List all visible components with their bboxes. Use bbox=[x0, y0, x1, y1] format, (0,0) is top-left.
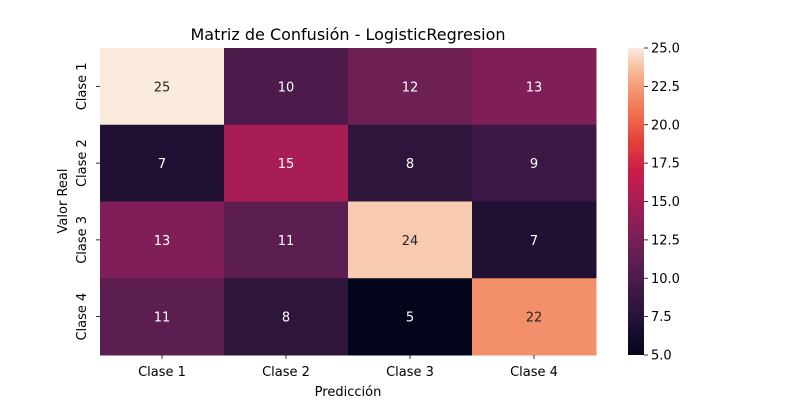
heatmap-cell bbox=[100, 278, 225, 356]
heatmap-cells bbox=[100, 48, 597, 356]
heatmap-cell bbox=[348, 48, 473, 126]
heatmap-cell bbox=[100, 124, 225, 202]
heatmap-cell bbox=[100, 201, 225, 279]
heatmap-cell-label: 24 bbox=[402, 234, 419, 249]
heatmap-cell bbox=[472, 278, 597, 356]
heatmap-cell-label: 7 bbox=[158, 157, 166, 172]
y-tick-label: Clase 1 bbox=[75, 62, 90, 110]
heatmap-cell-label: 15 bbox=[278, 157, 295, 172]
colorbar-tick-label: 25.0 bbox=[651, 42, 680, 57]
heatmap-cell bbox=[224, 124, 349, 202]
x-tick-label: Clase 2 bbox=[262, 365, 310, 380]
y-tick-label: Clase 2 bbox=[75, 139, 90, 187]
heatmap-cell bbox=[348, 124, 473, 202]
colorbar-tick-label: 22.5 bbox=[651, 80, 680, 95]
y-tick-label: Clase 4 bbox=[75, 293, 90, 341]
heatmap-cell bbox=[472, 124, 597, 202]
y-axis-label: Valor Real bbox=[56, 169, 71, 234]
heatmap-cell-label: 8 bbox=[282, 311, 290, 326]
colorbar-ticks: 5.0 7.5 10.0 12.5 15.0 17.5 20.0 22.5 25.0 bbox=[644, 42, 680, 364]
heatmap-cell bbox=[472, 201, 597, 279]
heatmap-cell-label: 11 bbox=[154, 311, 171, 326]
heatmap-cell-label: 22 bbox=[526, 311, 543, 326]
heatmap-cell-labels: 25 10 12 13 7 15 8 9 13 11 24 7 11 8 5 22 bbox=[154, 80, 543, 325]
x-tick-label: Clase 1 bbox=[138, 365, 186, 380]
heatmap-cell bbox=[472, 48, 597, 126]
x-axis: Clase 1 Clase 2 Clase 3 Clase 4 bbox=[138, 355, 558, 380]
heatmap-cell-label: 10 bbox=[278, 80, 295, 95]
colorbar-tick-label: 15.0 bbox=[651, 195, 680, 210]
chart-title: Matriz de Confusión - LogisticRegresion bbox=[190, 25, 505, 44]
colorbar-tick-label: 5.0 bbox=[651, 349, 672, 364]
x-axis-label: Predicción bbox=[315, 385, 382, 400]
colorbar bbox=[628, 48, 644, 355]
heatmap-cell-label: 8 bbox=[406, 157, 414, 172]
heatmap-cell-label: 9 bbox=[530, 157, 538, 172]
heatmap-cell bbox=[348, 278, 473, 356]
y-axis: Clase 1 Clase 2 Clase 3 Clase 4 bbox=[75, 62, 100, 341]
x-tick-label: Clase 4 bbox=[510, 365, 558, 380]
colorbar-tick-label: 12.5 bbox=[651, 233, 680, 248]
heatmap-cell bbox=[224, 48, 349, 126]
heatmap-cell-label: 25 bbox=[154, 80, 171, 95]
colorbar-tick-label: 7.5 bbox=[651, 310, 672, 325]
heatmap-cell-label: 13 bbox=[154, 234, 171, 249]
heatmap-cell bbox=[224, 278, 349, 356]
heatmap-cell-label: 5 bbox=[406, 311, 414, 326]
colorbar-tick-label: 17.5 bbox=[651, 157, 680, 172]
heatmap-cell-label: 13 bbox=[526, 80, 543, 95]
colorbar-tick-label: 20.0 bbox=[651, 118, 680, 133]
heatmap-cell-label: 7 bbox=[530, 234, 538, 249]
heatmap-cell-label: 12 bbox=[402, 80, 419, 95]
colorbar-tick-label: 10.0 bbox=[651, 272, 680, 287]
heatmap-cell bbox=[224, 201, 349, 279]
heatmap-cell-label: 11 bbox=[278, 234, 295, 249]
heatmap-cell bbox=[348, 201, 473, 279]
y-tick-label: Clase 3 bbox=[75, 216, 90, 264]
x-tick-label: Clase 3 bbox=[386, 365, 434, 380]
heatmap-cell bbox=[100, 48, 225, 126]
